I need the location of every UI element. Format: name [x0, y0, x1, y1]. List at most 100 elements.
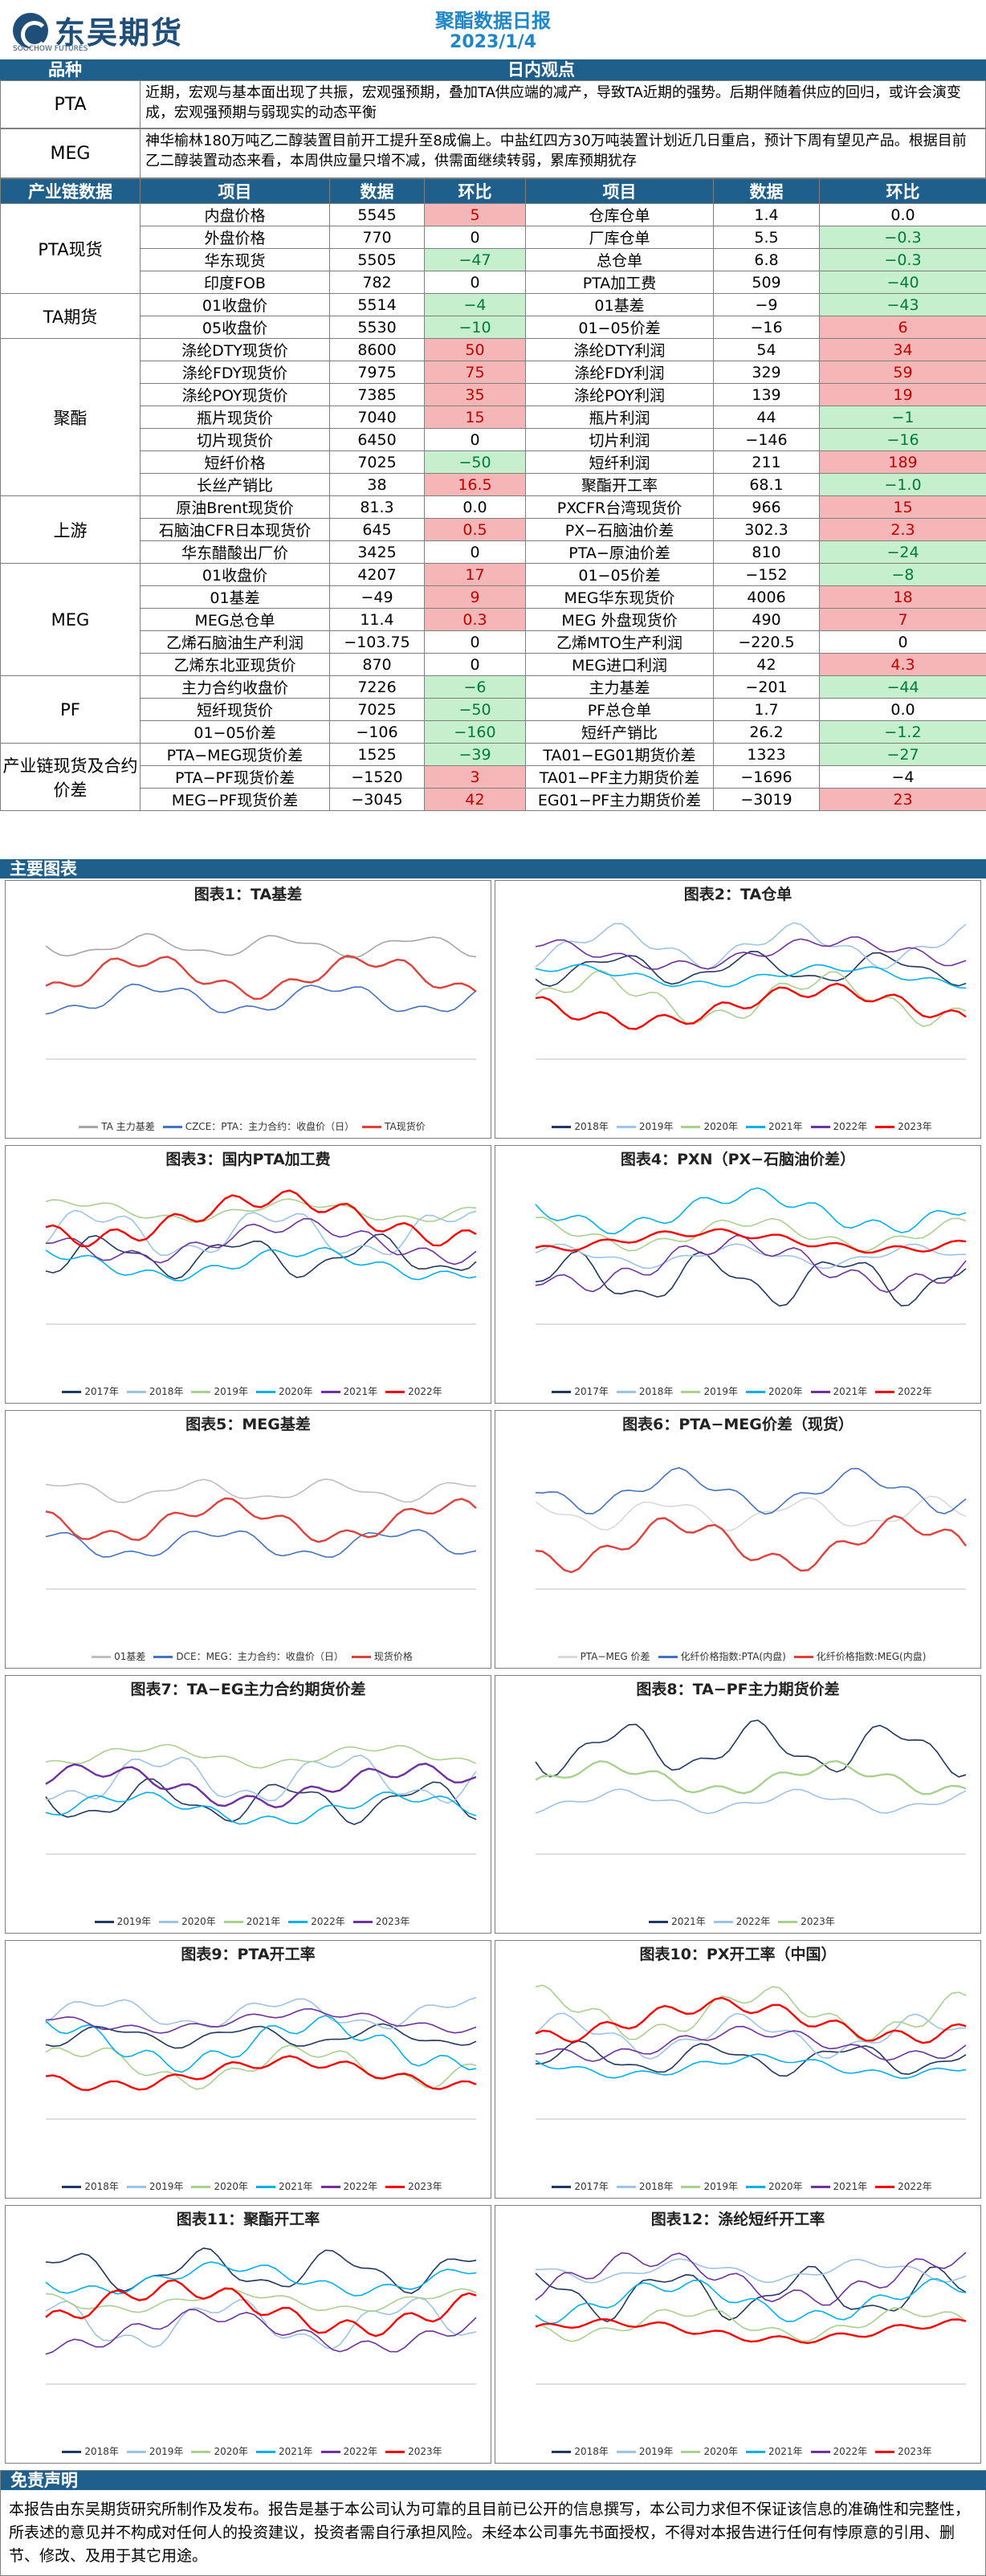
value-cell: −201: [713, 675, 820, 699]
change-cell: −24: [819, 540, 986, 564]
legend-label: 2021年: [279, 2181, 313, 2192]
group-label: PTA现货: [0, 203, 141, 294]
legend-label: DCE：MEG：主力合约：收盘价（日）: [176, 1651, 344, 1662]
item-cell: 01−05价差: [140, 720, 330, 744]
series-line: [535, 964, 967, 989]
item-cell: 01−05价差: [525, 316, 714, 339]
series-line: [45, 2023, 477, 2049]
disclaimer-text: 本报告由东吴期货研究所制作及发布。报告是基于本公司认为可靠的且目前已公开的信息撰…: [9, 2501, 971, 2565]
chart-panel: 图表8：TA−PF主力期货价差 2021年 2022年 2023年: [495, 1675, 981, 1934]
col-header: 项目: [525, 178, 714, 204]
change-cell: −43: [819, 293, 986, 316]
change-cell: 0: [424, 540, 526, 564]
item-cell: 原油Brent现货价: [140, 495, 330, 519]
change-cell: 16.5: [424, 473, 526, 496]
legend-label: 2019年: [703, 2181, 738, 2192]
legend-label: 2018年: [638, 1386, 674, 1397]
chart-panel: 图表2：TA仓单 2018年 2019年 2020年 2021年 2022年 2023年: [495, 880, 981, 1139]
legend-swatch: [746, 2186, 765, 2188]
value-cell: 42: [713, 653, 820, 676]
series-line: [535, 1514, 967, 1574]
table-row: MEG总仓单 11.4 0.3 MEG 外盘现货价 490 7: [1, 608, 986, 631]
value-cell: 1525: [329, 743, 425, 766]
chart-title: 图表4：PXN（PX−石脑油价差）: [620, 1151, 856, 1168]
value-cell: 139: [713, 383, 820, 406]
series-line: [535, 1495, 967, 1532]
item-cell: 主力基差: [525, 675, 714, 699]
change-cell: 15: [819, 495, 986, 519]
report-title: 聚酯数据日报: [435, 10, 551, 32]
change-cell: −1.0: [819, 473, 986, 496]
change-cell: 4.3: [819, 653, 986, 676]
chart-panel: 图表3：国内PTA加工费 2017年 2018年 2019年 2020年 2021年 202…: [5, 1145, 491, 1404]
legend-label: 2023年: [408, 2446, 442, 2457]
value-cell: 3425: [329, 540, 425, 564]
legend-swatch: [385, 2186, 405, 2188]
series-line: [45, 1478, 477, 1503]
legend-label: 化纤价格指数:PTA(内盘): [680, 1651, 786, 1662]
series-line: [535, 2025, 967, 2062]
item-cell: 05收盘价: [140, 316, 330, 339]
legend-swatch: [778, 1921, 798, 1923]
legend-swatch: [681, 1126, 701, 1128]
legend-label: 2022年: [898, 1386, 932, 1397]
legend-label: 2022年: [833, 1121, 868, 1132]
legend-swatch: [875, 1126, 895, 1128]
legend-label: 2017年: [574, 1386, 609, 1397]
series-line: [45, 2261, 477, 2297]
chart-panel: 图表12：涤纶短纤开工率 2018年 2019年 2020年 2021年 2022年 202…: [495, 2205, 981, 2464]
legend-label: 2020年: [768, 2181, 803, 2192]
group-label: PF: [0, 675, 141, 744]
legend-label: 2022年: [343, 2446, 378, 2457]
legend-swatch: [616, 2186, 636, 2188]
legend-label: 2021年: [833, 2181, 868, 2192]
value-cell: 7040: [329, 406, 425, 429]
legend-swatch: [658, 1656, 678, 1658]
chart-legend: PTA−MEG 价差 化纤价格指数:PTA(内盘) 化纤价格指数:MEG(内盘): [495, 1649, 980, 1663]
legend-label: 2020年: [214, 2181, 248, 2192]
series-line: [535, 2307, 967, 2342]
change-cell: 0: [424, 428, 526, 451]
series-line: [535, 1217, 967, 1253]
col-header: 项目: [140, 178, 330, 204]
legend-label: 2017年: [84, 1386, 119, 1397]
change-cell: −44: [819, 675, 986, 699]
chart-legend: 2018年 2019年 2020年 2021年 2022年 2023年: [6, 2179, 491, 2193]
series-line: [45, 1246, 477, 1282]
legend-swatch: [875, 2451, 895, 2453]
legend-label: 2019年: [638, 2446, 674, 2457]
item-cell: TA01−EG01期货价差: [525, 743, 714, 766]
chart-title: 图表12：涤纶短纤开工率: [650, 2211, 825, 2228]
value-cell: 5530: [329, 316, 425, 339]
series-line: [535, 950, 967, 988]
change-cell: 0: [819, 630, 986, 654]
value-cell: 5505: [329, 248, 425, 271]
legend-swatch: [616, 1391, 636, 1393]
group-label: TA期货: [0, 293, 141, 339]
value-cell: 7385: [329, 383, 425, 406]
legend-swatch: [320, 2186, 340, 2188]
legend-swatch: [362, 1126, 382, 1128]
chart-title: 图表7：TA−EG主力合约期货价差: [130, 1681, 366, 1698]
item-cell: MEG−PF现货价差: [140, 788, 330, 811]
legend-swatch: [126, 1391, 146, 1393]
item-cell: 瓶片现货价: [140, 406, 330, 429]
legend-label: 2022年: [408, 1386, 442, 1397]
item-cell: 长丝产销比: [140, 473, 330, 496]
series-line: [535, 922, 967, 970]
series-line: [45, 983, 477, 1015]
value-cell: 7025: [329, 450, 425, 474]
item-cell: PTA加工费: [525, 271, 714, 294]
col-header: 环比: [424, 178, 526, 204]
item-cell: 华东现货: [140, 248, 330, 271]
change-cell: 50: [424, 338, 526, 361]
group-label: MEG: [0, 563, 141, 676]
item-cell: 短纤利润: [525, 450, 714, 474]
legend-swatch: [810, 1391, 830, 1393]
value-cell: 6450: [329, 428, 425, 451]
legend-swatch: [746, 1126, 765, 1128]
view-text: 神华榆林180万吨乙二醇装置目前开工提升至8成偏上。中盐红四方30万吨装置计划近…: [145, 132, 967, 169]
chart-plot: [535, 1467, 967, 1590]
legend-swatch: [256, 1391, 275, 1393]
table-row: 瓶片现货价 7040 15 瓶片利润 44 −1: [1, 406, 986, 429]
